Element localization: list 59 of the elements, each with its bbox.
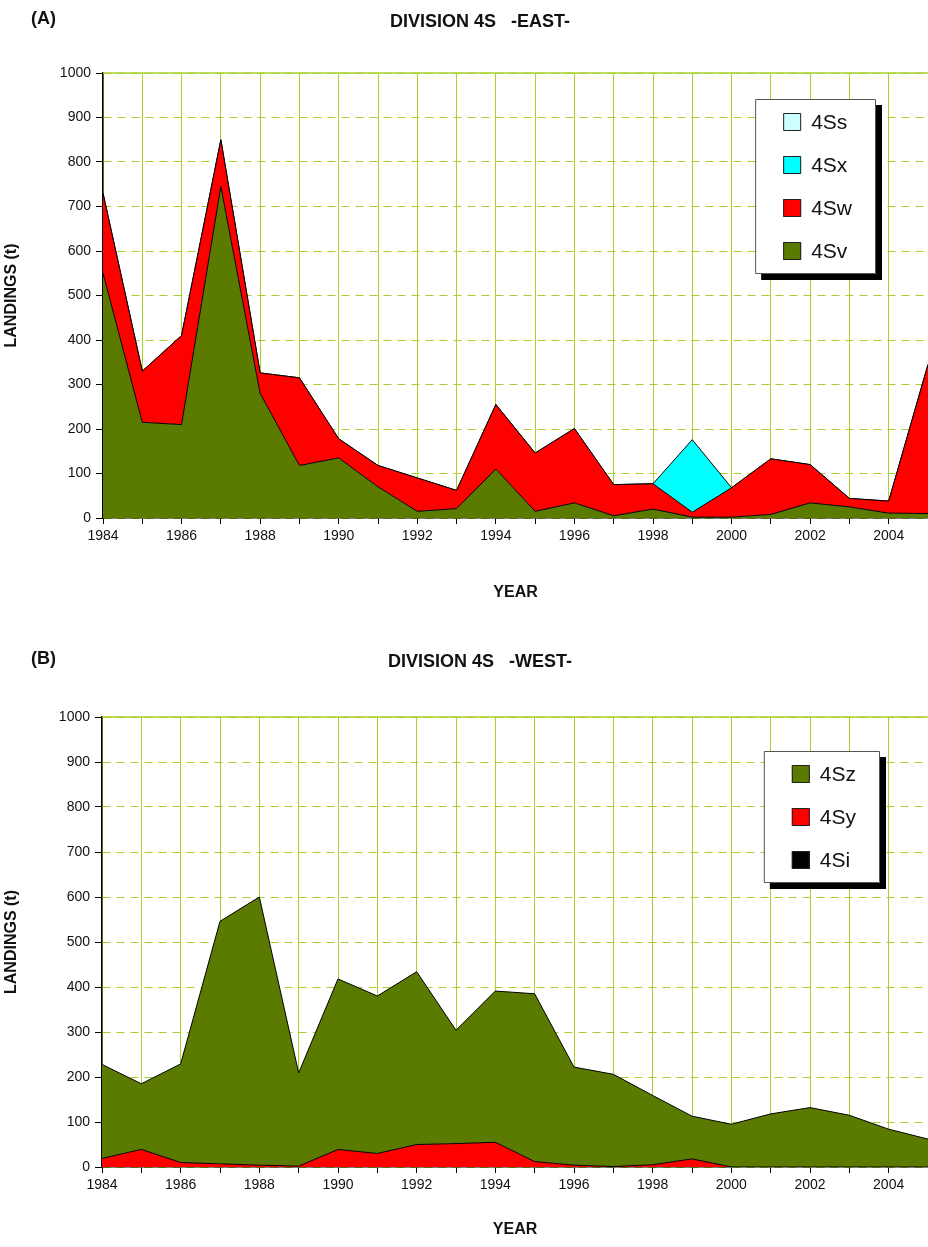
x-tick-label: 1998 xyxy=(637,1176,669,1193)
y-tick-label: 800 xyxy=(67,152,92,169)
y-tick-label: 300 xyxy=(66,1022,91,1039)
x-tick-label: 1986 xyxy=(165,527,198,544)
x-tick-label: 2004 xyxy=(873,527,905,544)
x-tick-label: 1992 xyxy=(401,1176,433,1193)
x-axis-title: YEAR xyxy=(492,1219,538,1237)
y-tick-label: 100 xyxy=(66,1112,91,1129)
y-tick-label: 300 xyxy=(67,375,92,392)
x-tick-label: 1994 xyxy=(480,527,512,544)
y-tick-label: 700 xyxy=(67,197,92,214)
x-tick-label: 1990 xyxy=(322,1176,354,1193)
y-tick-label: 600 xyxy=(66,887,91,904)
y-tick-label: 100 xyxy=(67,464,92,481)
legend-label: 4Sw xyxy=(811,195,853,219)
x-tick-label: 2000 xyxy=(715,527,748,544)
y-tick-label: 0 xyxy=(82,1157,91,1174)
x-tick-label: 2002 xyxy=(794,527,826,544)
x-tick-label: 2004 xyxy=(873,1176,905,1193)
y-tick-label: 900 xyxy=(67,108,92,125)
y-tick-label: 200 xyxy=(66,1067,91,1084)
x-tick-label: 1996 xyxy=(558,527,591,544)
y-tick-label: 1000 xyxy=(59,63,92,80)
y-tick-label: 600 xyxy=(67,241,92,258)
x-tick-label: 1990 xyxy=(323,527,355,544)
x-tick-label: 1986 xyxy=(165,1176,197,1193)
x-tick-label: 1996 xyxy=(558,1176,590,1193)
x-tick-label: 2002 xyxy=(794,1176,826,1193)
chart-title: DIVISION 4S -WEST- xyxy=(387,651,573,672)
y-tick-label: 200 xyxy=(67,419,92,436)
legend-label: 4Sv xyxy=(811,238,848,262)
legend-label: 4Si xyxy=(819,847,851,871)
x-tick-label: 2000 xyxy=(715,1176,748,1193)
x-axis-title: YEAR xyxy=(493,582,539,600)
y-axis-title: LANDINGS (t) xyxy=(2,243,20,348)
x-tick-label: 1988 xyxy=(243,1176,276,1193)
x-tick-label: 1994 xyxy=(479,1176,512,1193)
chart-title: DIVISION 4S -EAST- xyxy=(388,11,571,32)
y-tick-label: 500 xyxy=(66,932,91,949)
x-tick-label: 1984 xyxy=(86,1176,118,1193)
legend-label: 4Sz xyxy=(819,761,856,785)
y-tick-label: 500 xyxy=(67,286,92,303)
y-tick-label: 900 xyxy=(66,752,91,769)
y-tick-label: 800 xyxy=(66,797,91,814)
text: (A) xyxy=(31,8,56,29)
y-tick-label: 400 xyxy=(67,330,92,347)
text: (B) xyxy=(31,648,56,669)
x-tick-label: 1984 xyxy=(87,527,119,544)
x-tick-label: 1992 xyxy=(401,527,434,544)
legend-label: 4Sy xyxy=(819,804,857,828)
y-tick-label: 0 xyxy=(83,508,92,525)
y-tick-label: 400 xyxy=(66,977,91,994)
legend-label: 4Sx xyxy=(811,152,848,176)
y-tick-label: 700 xyxy=(66,842,91,859)
x-tick-label: 1988 xyxy=(244,527,276,544)
legend-label: 4Ss xyxy=(811,109,848,133)
y-tick-label: 1000 xyxy=(58,707,91,724)
y-axis-title: LANDINGS (t) xyxy=(2,890,20,994)
x-tick-label: 1998 xyxy=(637,527,669,544)
